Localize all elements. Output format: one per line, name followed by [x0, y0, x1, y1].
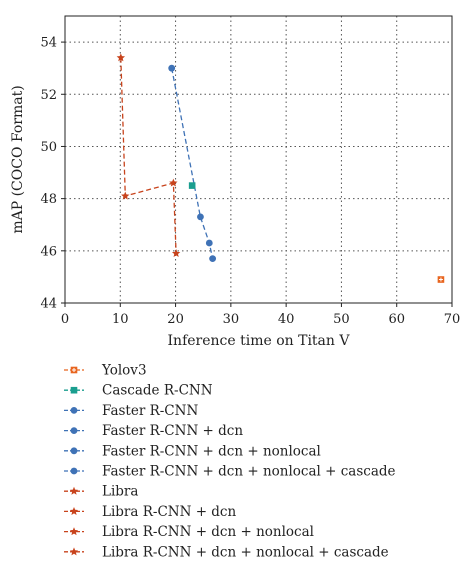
- series-connector-line: [120, 57, 177, 254]
- legend-label: Faster R-CNN + dcn + nonlocal: [102, 443, 321, 459]
- x-tick-label: 60: [388, 312, 405, 327]
- x-tick-label: 0: [61, 312, 69, 327]
- y-tick-label: 52: [40, 88, 57, 103]
- legend-marker: [70, 407, 78, 414]
- legend-marker: [69, 527, 79, 536]
- legend-label: Libra R-CNN + dcn + nonlocal: [102, 524, 314, 540]
- y-tick-label: 48: [40, 192, 57, 207]
- x-tick-label: 20: [167, 312, 184, 327]
- legend-item: Faster R-CNN + dcn: [64, 423, 243, 439]
- legend-marker: [69, 486, 79, 495]
- legend-label: Faster R-CNN + dcn: [102, 423, 243, 439]
- data-point: [169, 178, 178, 187]
- legend-item: Faster R-CNN + dcn + nonlocal + cascade: [64, 464, 396, 480]
- y-tick-label: 46: [40, 244, 57, 259]
- legend-item: Faster R-CNN + dcn + nonlocal: [64, 443, 321, 459]
- data-point: [437, 276, 445, 283]
- legend-label: Faster R-CNN + dcn + nonlocal + cascade: [102, 464, 396, 480]
- x-tick-label: 50: [333, 312, 350, 327]
- legend-marker: [70, 447, 78, 455]
- legend-marker: [70, 386, 78, 394]
- legend-item: Faster R-CNN: [64, 403, 198, 419]
- data-point: [188, 182, 196, 189]
- legend-marker: [69, 547, 79, 556]
- legend-label: Libra R-CNN + dcn: [102, 504, 236, 520]
- legend-item: Libra R-CNN + dcn + nonlocal: [64, 524, 314, 540]
- y-tick-label: 50: [40, 140, 57, 155]
- x-tick-label: 10: [112, 312, 129, 327]
- legend-label: Faster R-CNN: [102, 403, 198, 419]
- y-tick-label: 54: [40, 36, 57, 51]
- plot-frame: [64, 15, 453, 304]
- legend-item: Cascade R-CNN: [64, 383, 213, 399]
- data-points: [116, 53, 445, 283]
- x-axis-title: Inference time on Titan V: [168, 333, 351, 349]
- data-point: [171, 249, 181, 257]
- legend-item: Libra R-CNN + dcn: [64, 504, 236, 520]
- legend-marker: [69, 507, 79, 515]
- y-tick-label: 44: [40, 297, 57, 312]
- series-connector-line: [171, 68, 214, 259]
- y-axis-title: mAP (COCO Format): [10, 85, 26, 233]
- x-axis-ticks: 0 10 20 30 40 50 60 70: [61, 303, 460, 327]
- legend-item: Libra: [64, 484, 138, 500]
- data-point: [205, 239, 213, 247]
- legend-label: Cascade R-CNN: [102, 383, 213, 399]
- x-tick-label: 40: [278, 312, 295, 327]
- y-axis-ticks: 44 46 48 50 52 54: [40, 36, 65, 312]
- series-lines: [120, 57, 214, 259]
- legend-label: Yolov3: [101, 363, 147, 379]
- grid-lines: [65, 16, 452, 303]
- data-point: [168, 64, 176, 72]
- x-tick-label: 70: [444, 312, 461, 327]
- data-point: [209, 255, 217, 263]
- data-point: [116, 53, 126, 62]
- legend-marker: [70, 467, 78, 475]
- legend-marker: [70, 366, 78, 374]
- legend-label: Libra: [102, 484, 138, 500]
- legend: Yolov3 Cascade R-CNN Faster R-CNN Faster R-…: [64, 363, 396, 560]
- legend-label: Libra R-CNN + dcn + nonlocal + cascade: [102, 544, 389, 560]
- legend-marker: [70, 427, 78, 434]
- legend-item: Libra R-CNN + dcn + nonlocal + cascade: [64, 544, 389, 560]
- x-tick-label: 30: [223, 312, 240, 327]
- data-point: [197, 213, 204, 221]
- legend-item: Yolov3: [64, 363, 147, 379]
- data-point: [121, 191, 130, 200]
